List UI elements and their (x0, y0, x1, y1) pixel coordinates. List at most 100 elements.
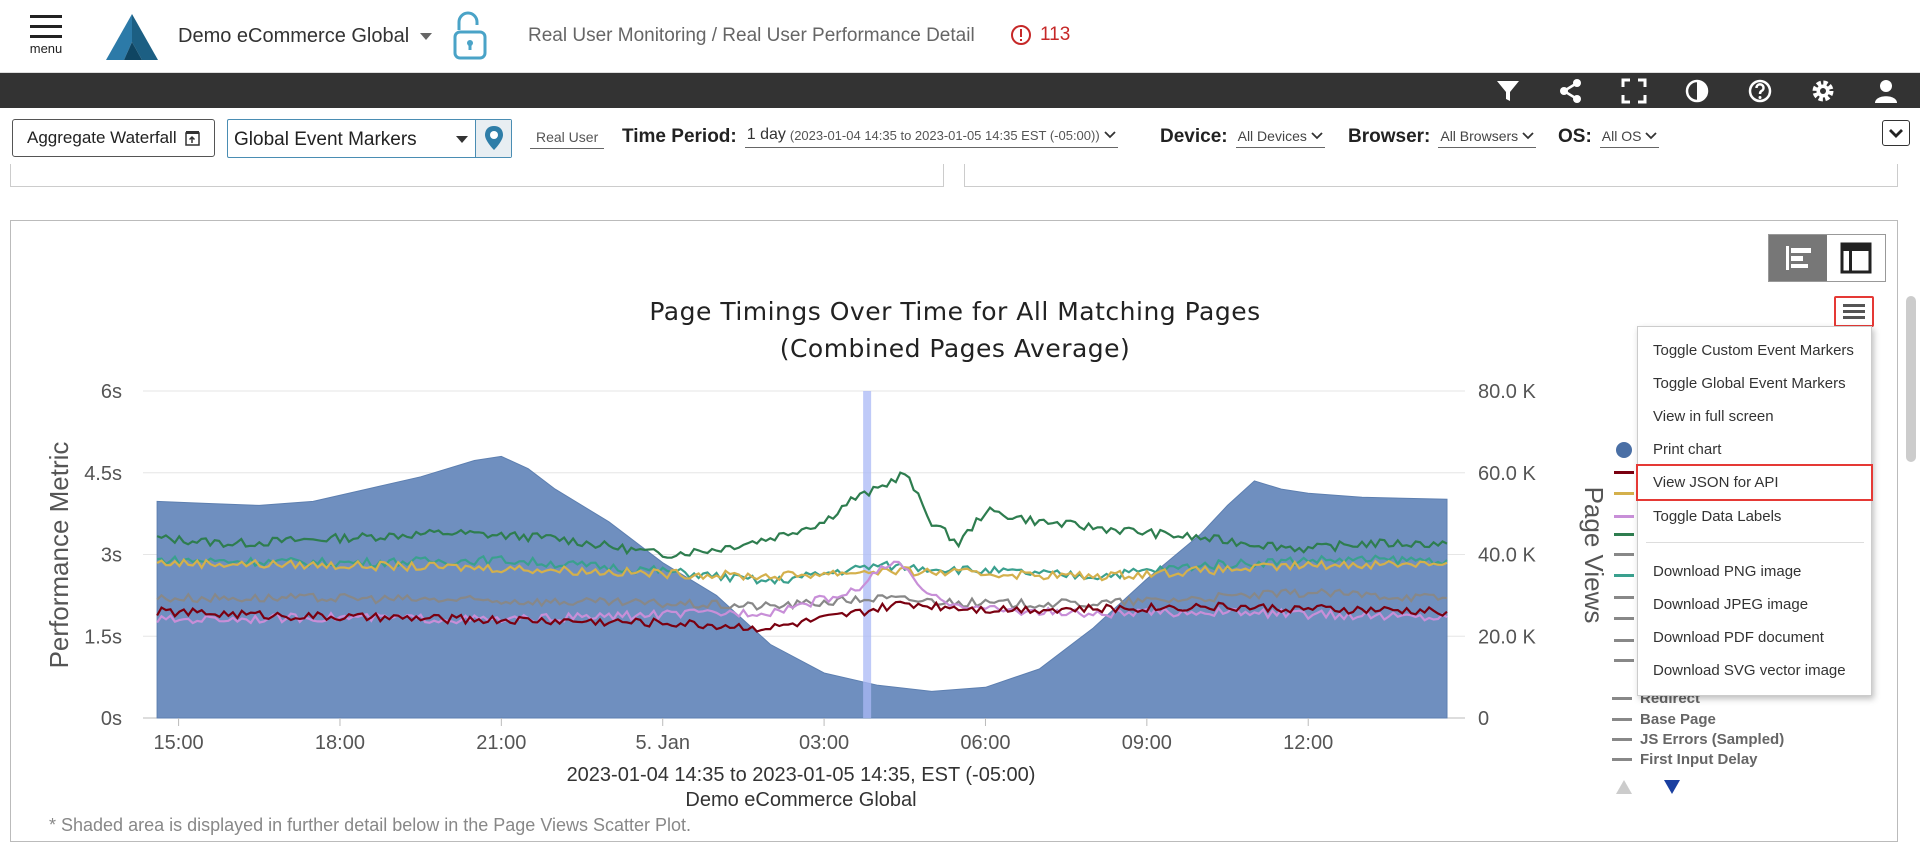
upper-right-panel (964, 164, 1898, 187)
series-line (156, 600, 1448, 633)
page-views-area (156, 455, 1448, 719)
os-value: All OS (1601, 128, 1642, 144)
event-markers-select[interactable]: Global Event Markers (227, 119, 512, 158)
highlight-box (1636, 464, 1873, 501)
event-marker-pin-button[interactable] (475, 120, 511, 157)
menu-item-toggle-custom-event-markers[interactable]: Toggle Custom Event Markers (1653, 342, 1854, 359)
collapse-filters-button[interactable] (1882, 120, 1910, 146)
time-period-value: 1 day (746, 126, 786, 143)
legend-swatch[interactable] (1614, 639, 1634, 642)
legend-swatch-area[interactable] (1616, 442, 1632, 458)
device-label: Device: (1160, 126, 1228, 147)
device-select[interactable]: All Devices (1235, 128, 1325, 148)
legend-swatch (1612, 697, 1632, 700)
time-period-select[interactable]: 1 day (2023-01-04 14:35 to 2023-01-05 14… (744, 126, 1118, 148)
legend-prev-arrow-icon[interactable] (1616, 780, 1632, 794)
legend-item-base-page[interactable]: Base Page (1612, 711, 1912, 728)
chevron-down-icon (1522, 132, 1534, 140)
x-axis-title: 2023-01-04 14:35 to 2023-01-05 14:35, ES… (566, 764, 1036, 786)
menu-item-download-jpeg[interactable]: Download JPEG image (1653, 596, 1809, 613)
real-user-select[interactable]: Real User (530, 129, 605, 149)
menu-item-download-png[interactable]: Download PNG image (1653, 563, 1802, 580)
x-tick-label: 5. Jan (635, 732, 689, 754)
legend-item-js-errors[interactable]: JS Errors (Sampled) (1612, 731, 1912, 748)
align-left-bars-icon (1786, 246, 1811, 270)
chevron-down-icon (456, 136, 468, 143)
legend-swatch[interactable] (1614, 492, 1634, 495)
legend-swatch[interactable] (1614, 617, 1634, 620)
device-value: All Devices (1237, 128, 1307, 144)
unlock-icon[interactable] (452, 10, 488, 62)
filter-icon[interactable] (1495, 78, 1521, 104)
y-tick-label: 1.5s (84, 626, 122, 648)
view-toggle-layout-button[interactable] (1827, 235, 1885, 281)
chevron-down-icon (1889, 129, 1903, 138)
menu-button[interactable]: menu (28, 14, 64, 68)
fullscreen-icon[interactable] (1621, 78, 1647, 104)
series-line (156, 557, 1448, 582)
legend-next-arrow-icon[interactable] (1664, 780, 1680, 794)
alert-indicator[interactable]: 113 (1010, 24, 1070, 46)
org-dropdown-icon[interactable] (420, 33, 432, 41)
aggregate-waterfall-label: Aggregate Waterfall (27, 128, 177, 147)
browser-label: Browser: (1348, 126, 1431, 147)
legend-label: JS Errors (Sampled) (1640, 731, 1785, 748)
alert-count: 113 (1040, 24, 1071, 45)
menu-item-download-svg[interactable]: Download SVG vector image (1653, 662, 1846, 679)
aggregate-waterfall-button[interactable]: Aggregate Waterfall (12, 119, 215, 157)
legend-swatch (1612, 758, 1632, 761)
chart-caption: Demo eCommerce Global (685, 789, 917, 811)
chart-export-menu: Toggle Custom Event Markers Toggle Globa… (1636, 326, 1873, 696)
y2-tick-label: 80.0 K (1478, 381, 1536, 403)
menu-item-view-full-screen[interactable]: View in full screen (1653, 408, 1774, 425)
y2-tick-label: 0 (1478, 708, 1489, 730)
device-filter: Device: All Devices (1160, 126, 1325, 148)
legend-swatch[interactable] (1614, 515, 1634, 518)
y-tick-label: 4.5s (84, 463, 122, 485)
layout-grid-icon (1840, 242, 1872, 274)
y-tick-label: 3s (101, 545, 122, 567)
menu-item-print-chart[interactable]: Print chart (1653, 441, 1722, 458)
menu-label: menu (29, 41, 63, 56)
open-in-new-icon (184, 131, 200, 146)
legend-pager (1616, 780, 1680, 794)
legend-swatch[interactable] (1614, 596, 1634, 599)
org-name[interactable]: Demo eCommerce Global (178, 25, 410, 47)
os-select[interactable]: All OS (1599, 128, 1660, 148)
contrast-icon[interactable] (1684, 78, 1710, 104)
x-tick-label: 06:00 (960, 732, 1010, 754)
legend-swatch[interactable] (1614, 553, 1634, 556)
legend-swatch (1612, 718, 1632, 721)
event-markers-value: Global Event Markers (234, 129, 417, 150)
settings-gear-icon[interactable] (1810, 78, 1836, 104)
help-icon[interactable] (1747, 78, 1773, 104)
legend-swatch[interactable] (1614, 533, 1634, 536)
company-logo[interactable] (106, 14, 158, 60)
legend-swatch[interactable] (1614, 471, 1634, 474)
legend-swatch[interactable] (1614, 659, 1634, 662)
page-scrollbar[interactable] (1906, 296, 1916, 462)
chart-title: Page Timings Over Time for All Matching … (649, 297, 1261, 326)
time-period-label: Time Period: (622, 126, 737, 147)
legend-item-first-input-delay[interactable]: First Input Delay (1612, 751, 1912, 768)
legend-swatches (1614, 442, 1634, 662)
chevron-down-icon (1311, 132, 1323, 140)
chart-context-menu-button[interactable] (1834, 296, 1874, 327)
x-tick-label: 03:00 (799, 732, 849, 754)
y-tick-label: 0s (101, 708, 122, 730)
os-filter: OS: All OS (1558, 126, 1660, 148)
hamburger-icon (30, 15, 62, 38)
upper-left-panel (10, 164, 944, 187)
menu-item-view-json-for-api[interactable]: View JSON for API (1653, 474, 1779, 491)
view-toggle-bars-button[interactable] (1769, 235, 1827, 281)
legend-swatch[interactable] (1614, 574, 1634, 577)
share-icon[interactable] (1558, 78, 1584, 104)
x-tick-label: 09:00 (1122, 732, 1172, 754)
menu-item-download-pdf[interactable]: Download PDF document (1653, 629, 1824, 646)
browser-select[interactable]: All Browsers (1438, 128, 1537, 148)
time-period-filter: Time Period: 1 day (2023-01-04 14:35 to … (622, 126, 1118, 148)
map-pin-icon (485, 126, 503, 150)
user-icon[interactable] (1873, 78, 1899, 104)
menu-item-toggle-global-event-markers[interactable]: Toggle Global Event Markers (1653, 375, 1846, 392)
menu-item-toggle-data-labels[interactable]: Toggle Data Labels (1653, 508, 1782, 525)
